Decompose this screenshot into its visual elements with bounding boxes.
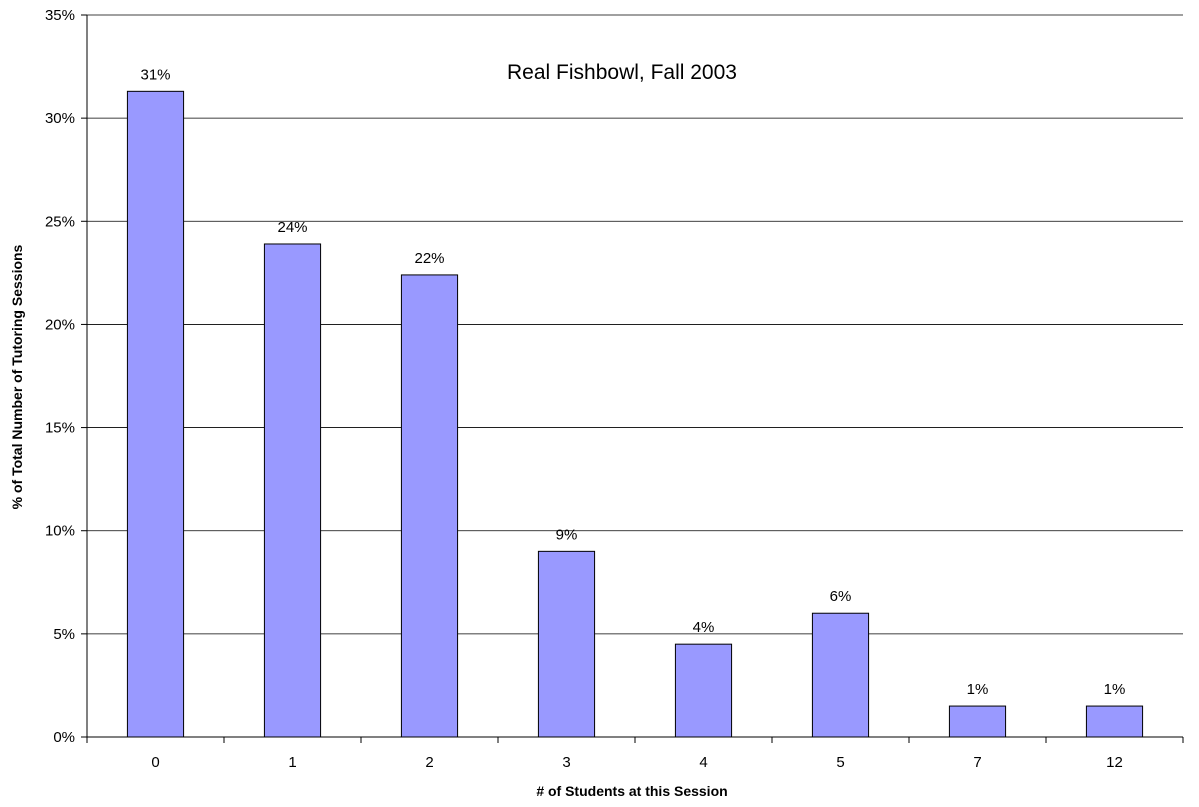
data-label: 1% [1104,681,1126,698]
bars [126,90,1144,738]
y-tick-labels: 0% 5% 10% 15% 20% 25% 30% 35% [45,7,75,746]
y-tick-label: 20% [45,316,75,333]
data-label: 1% [967,681,989,698]
x-tick-label: 7 [973,754,981,771]
data-label: 31% [140,66,170,83]
x-axis-title: # of Students at this Session [536,783,727,799]
y-tick-label: 5% [53,626,75,643]
y-axis-title: % of Total Number of Tutoring Sessions [9,244,25,509]
y-tick-label: 15% [45,420,75,437]
x-tick-label: 2 [425,754,433,771]
y-tick-label: 25% [45,213,75,230]
bar [537,550,596,738]
gridlines [87,14,1183,635]
y-tick-label: 35% [45,7,75,24]
axes [81,14,1184,743]
x-tick-label: 12 [1106,754,1123,771]
bar [126,90,185,738]
data-label: 9% [556,526,578,543]
x-tick-label: 0 [151,754,159,771]
bar [263,243,322,738]
y-tick-label: 10% [45,523,75,540]
data-label: 6% [830,588,852,605]
chart-title: Real Fishbowl, Fall 2003 [507,61,737,84]
x-tick-label: 4 [699,754,707,771]
x-tick-label: 5 [836,754,844,771]
bar [400,274,459,738]
data-label: 4% [693,619,715,636]
bar [674,643,733,738]
y-tick-label: 30% [45,110,75,127]
x-tick-label: 3 [562,754,570,771]
bar [811,612,870,738]
x-tick-label: 1 [288,754,296,771]
bar [1085,705,1144,738]
x-tick-labels: 0 1 2 3 4 5 7 12 [151,754,1123,771]
data-label: 24% [277,219,307,236]
data-label: 22% [414,250,444,267]
data-labels: 31% 24% 22% 9% 4% 6% 1% 1% [140,66,1125,698]
y-tick-label: 0% [53,729,75,746]
bar [948,705,1007,738]
